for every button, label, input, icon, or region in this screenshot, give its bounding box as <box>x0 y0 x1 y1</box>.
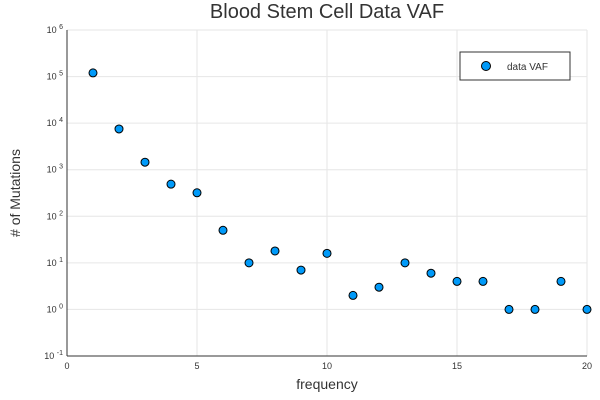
y-tick-label: 10 0 <box>47 303 64 314</box>
data-point <box>218 225 228 235</box>
data-points <box>88 68 592 314</box>
y-tick-label: 10 -1 <box>44 350 63 361</box>
data-point <box>504 304 514 314</box>
y-tick-label: 10 5 <box>47 71 64 82</box>
x-tick-labels: 0 5 10 15 20 <box>64 361 592 371</box>
x-tick-label: 20 <box>582 361 592 371</box>
legend: data VAF <box>459 51 571 81</box>
data-point <box>374 282 384 292</box>
data-point <box>322 248 332 258</box>
y-tick-labels: 10 -1 10 0 10 1 10 2 10 3 10 4 10 5 10 6 <box>44 24 63 361</box>
y-axis-label: # of Mutations <box>7 149 23 237</box>
data-point <box>192 188 202 198</box>
y-tick-label: 10 3 <box>47 164 64 175</box>
data-point <box>452 276 462 286</box>
x-tick-label: 15 <box>452 361 462 371</box>
y-tick-label: 10 4 <box>47 117 64 128</box>
x-tick-label: 0 <box>64 361 69 371</box>
data-point <box>530 304 540 314</box>
data-point <box>348 290 358 300</box>
data-point <box>478 276 488 286</box>
data-point <box>556 276 566 286</box>
data-point <box>270 246 280 256</box>
data-point <box>140 157 150 167</box>
data-point <box>400 258 410 268</box>
y-tick-label: 10 1 <box>47 257 64 268</box>
x-tick-label: 10 <box>322 361 332 371</box>
y-tick-label: 10 6 <box>47 24 64 35</box>
data-point <box>88 68 98 78</box>
y-tick-label: 10 2 <box>47 210 64 221</box>
data-point <box>114 124 124 134</box>
x-axis-label: frequency <box>296 376 357 392</box>
legend-box <box>459 51 571 81</box>
data-point <box>296 265 306 275</box>
chart-title: Blood Stem Cell Data VAF <box>210 1 444 23</box>
data-point <box>582 304 592 314</box>
legend-label: data VAF <box>507 62 548 73</box>
data-point <box>166 179 176 189</box>
x-tick-label: 5 <box>194 361 199 371</box>
legend-marker <box>481 61 491 71</box>
data-point <box>426 268 436 278</box>
data-point <box>244 258 254 268</box>
